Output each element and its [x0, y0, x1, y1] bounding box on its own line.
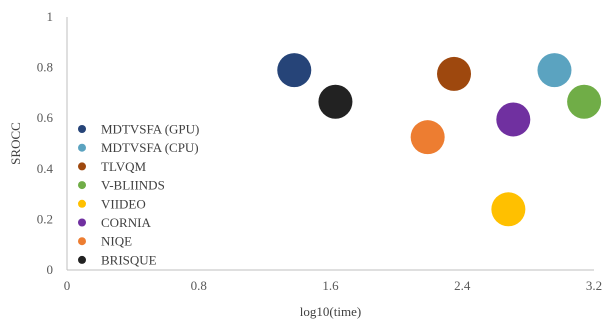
x-tick-label: 3.2	[586, 278, 602, 293]
y-tick-label: 0.4	[37, 161, 54, 176]
y-tick-label: 0	[47, 262, 54, 277]
data-point	[496, 102, 531, 137]
legend-marker	[78, 143, 86, 152]
x-tick-label: 0	[64, 278, 71, 293]
data-point	[318, 84, 353, 119]
legend-marker	[78, 125, 86, 133]
legend-label: MDTVSFA (GPU)	[101, 122, 199, 137]
legend-marker	[78, 218, 86, 227]
axes	[66, 17, 594, 271]
legend-marker	[78, 162, 86, 171]
legend-label: V-BLIINDS	[101, 178, 165, 193]
x-tick-label: 2.4	[454, 278, 471, 293]
data-point	[410, 120, 445, 155]
legend-label: VIIDEO	[101, 196, 146, 211]
y-tick-labels: 0 0.2 0.4 0.6 0.8 1	[37, 9, 54, 277]
legend: MDTVSFA (GPU) MDTVSFA (CPU) TLVQM V-BLIINDS…	[78, 122, 199, 267]
legend-label: BRISQUE	[101, 252, 157, 267]
x-axis-title: log10(time)	[300, 304, 361, 319]
y-tick-label: 1	[47, 9, 54, 24]
legend-marker	[78, 237, 86, 246]
legend-label: CORNIA	[101, 215, 151, 230]
data-point	[491, 192, 526, 227]
y-tick-label: 0.8	[37, 60, 53, 75]
legend-label: MDTVSFA (CPU)	[101, 140, 199, 155]
y-tick-label: 0.2	[37, 211, 53, 226]
legend-label: TLVQM	[101, 159, 146, 174]
x-tick-label: 1.6	[322, 278, 339, 293]
data-point	[537, 53, 572, 88]
data-point	[277, 53, 312, 88]
data-point	[567, 84, 602, 119]
legend-marker	[78, 199, 86, 208]
y-axis-title: SROCC	[8, 122, 23, 165]
legend-marker	[78, 181, 86, 190]
x-tick-labels: 0 0.8 1.6 2.4 3.2	[64, 278, 602, 293]
legend-marker	[78, 255, 86, 264]
data-point	[437, 56, 472, 91]
x-tick-label: 0.8	[191, 278, 207, 293]
data-points	[277, 53, 602, 227]
legend-label: NIQE	[101, 234, 132, 249]
y-tick-label: 0.6	[37, 110, 54, 125]
